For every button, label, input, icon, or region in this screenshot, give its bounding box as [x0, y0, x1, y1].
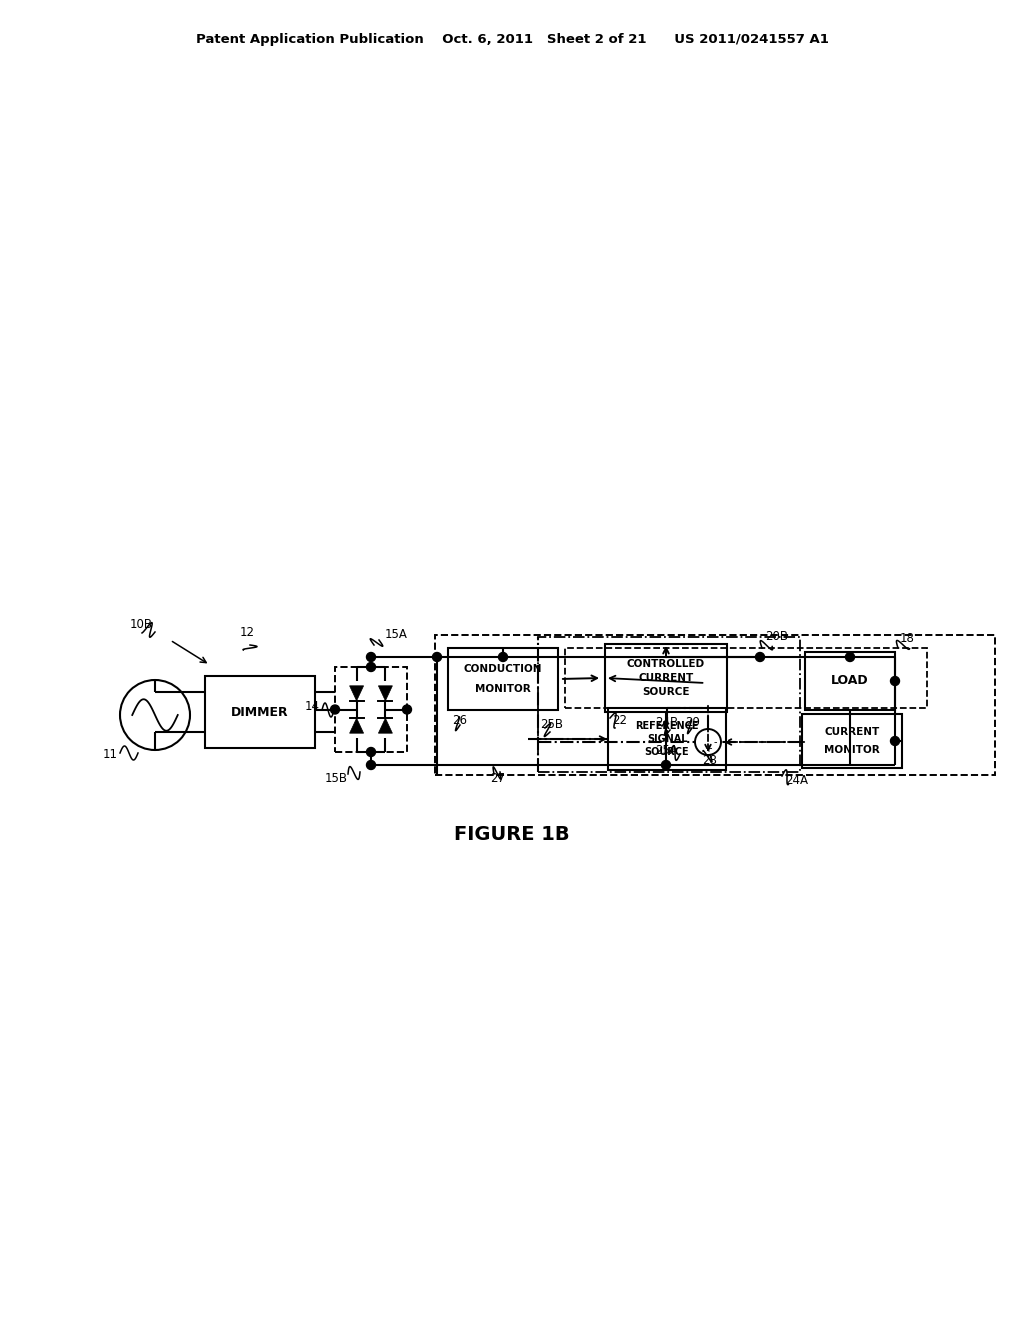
Text: Patent Application Publication    Oct. 6, 2011   Sheet 2 of 21      US 2011/0241: Patent Application Publication Oct. 6, 2… [196, 33, 828, 46]
Polygon shape [379, 718, 392, 733]
Text: 25A: 25A [655, 743, 678, 756]
Text: REFERENCE: REFERENCE [635, 721, 698, 731]
Bar [802, 714, 902, 768]
Text: SIGNAL: SIGNAL [647, 734, 687, 744]
Circle shape [367, 760, 376, 770]
Text: 22: 22 [612, 714, 627, 726]
Text: 27: 27 [490, 771, 505, 784]
Circle shape [499, 652, 508, 661]
Bar [538, 638, 800, 772]
Bar [605, 644, 727, 711]
Text: MONITOR: MONITOR [824, 744, 880, 755]
Bar [335, 667, 407, 752]
Text: SOURCE: SOURCE [645, 747, 689, 756]
Circle shape [331, 705, 340, 714]
Text: LOAD: LOAD [831, 675, 868, 688]
Text: 24B: 24B [655, 717, 678, 730]
Polygon shape [349, 718, 364, 733]
Text: 14: 14 [305, 700, 319, 713]
Polygon shape [379, 686, 392, 701]
Text: 29: 29 [685, 715, 700, 729]
Text: 25B: 25B [540, 718, 563, 731]
Polygon shape [349, 686, 364, 701]
Text: 15A: 15A [385, 628, 408, 642]
Circle shape [756, 652, 765, 661]
Text: +: + [705, 744, 712, 754]
Text: CURRENT: CURRENT [638, 673, 693, 682]
Text: 24A: 24A [785, 774, 808, 787]
Bar [435, 635, 995, 775]
Text: 15B: 15B [325, 771, 348, 784]
Text: CURRENT: CURRENT [824, 727, 880, 737]
Circle shape [402, 705, 412, 714]
Bar [449, 648, 558, 710]
Text: 12: 12 [240, 627, 255, 639]
Text: 20B: 20B [765, 630, 788, 643]
Text: FIGURE 1B: FIGURE 1B [455, 825, 569, 845]
Text: 10B: 10B [130, 619, 153, 631]
Bar [205, 676, 315, 748]
Bar [608, 708, 726, 770]
Circle shape [662, 760, 671, 770]
Bar [565, 648, 927, 708]
Text: -: - [714, 737, 717, 747]
Text: MONITOR: MONITOR [475, 684, 530, 694]
Circle shape [367, 747, 376, 756]
Text: 18: 18 [900, 631, 914, 644]
Text: SOURCE: SOURCE [642, 686, 690, 697]
Text: 28: 28 [702, 754, 717, 767]
Circle shape [367, 663, 376, 672]
Text: 26: 26 [452, 714, 467, 727]
Text: DIMMER: DIMMER [231, 705, 289, 718]
Circle shape [367, 652, 376, 661]
Circle shape [432, 652, 441, 661]
Circle shape [891, 676, 899, 685]
Circle shape [891, 737, 899, 746]
Circle shape [846, 652, 854, 661]
Text: CONTROLLED: CONTROLLED [627, 659, 706, 669]
Text: CONDUCTION: CONDUCTION [464, 664, 543, 675]
Bar [805, 652, 895, 710]
Text: 11: 11 [103, 748, 118, 762]
